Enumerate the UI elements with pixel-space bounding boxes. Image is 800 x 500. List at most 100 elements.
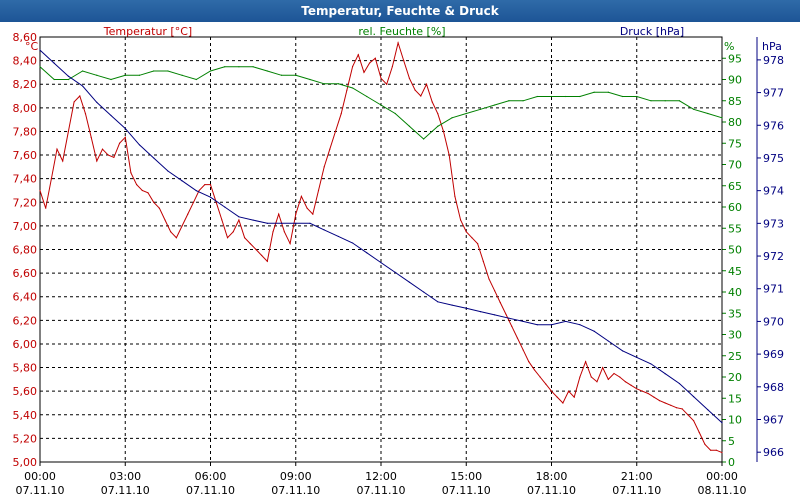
hum-unit-label: %	[724, 40, 734, 53]
hum-tick-label: 10	[728, 414, 742, 427]
hum-tick-label: 90	[728, 74, 742, 87]
data-point-temp	[136, 183, 138, 186]
data-point-hum	[82, 70, 84, 72]
data-point-hum	[423, 138, 425, 140]
hum-tick-label: 5	[728, 435, 735, 448]
data-point-hum	[394, 112, 396, 115]
data-point-temp	[511, 325, 513, 327]
data-point-temp	[300, 195, 303, 197]
data-point-temp	[84, 113, 87, 115]
data-point-press	[707, 409, 709, 411]
data-point-hum	[266, 70, 268, 72]
data-point-temp	[442, 130, 445, 133]
data-point-temp	[340, 113, 342, 115]
data-point-press	[565, 320, 567, 323]
temp-tick-label: 8,60	[13, 31, 38, 44]
data-point-temp	[62, 160, 64, 162]
data-point-hum	[209, 70, 212, 72]
data-point-temp	[261, 254, 263, 257]
data-point-temp	[471, 237, 473, 239]
data-point-press	[53, 62, 55, 64]
temp-tick-label: 6,40	[13, 291, 38, 304]
data-point-temp	[721, 451, 723, 454]
data-point-temp	[602, 366, 604, 369]
data-point-hum	[124, 74, 126, 76]
hum-tick-label: 40	[728, 286, 742, 299]
x-tick-time: 00:00	[706, 470, 738, 483]
data-point-temp	[278, 213, 280, 215]
data-point-temp	[414, 89, 416, 91]
data-point-hum	[195, 78, 197, 81]
press-tick-label: 973	[763, 217, 784, 230]
data-point-temp	[437, 113, 439, 115]
window-title: Temperatur, Feuchte & Druck	[0, 0, 800, 22]
x-tick-date: 07.11.10	[357, 484, 406, 497]
temp-tick-label: 5,60	[13, 385, 38, 398]
data-point-hum	[224, 66, 226, 68]
temp-tick-label: 5,20	[13, 432, 38, 445]
hum-tick-label: 0	[728, 456, 735, 469]
data-point-hum	[380, 104, 382, 106]
data-point-temp	[710, 449, 712, 451]
data-point-temp	[687, 414, 689, 416]
data-point-press	[380, 261, 382, 264]
temp-tick-label: 8,40	[13, 55, 38, 68]
x-tick-time: 09:00	[280, 470, 312, 483]
data-point-temp	[590, 376, 592, 378]
data-point-press	[337, 235, 339, 238]
data-point-temp	[562, 402, 564, 404]
data-point-temp	[533, 369, 536, 371]
data-point-temp	[658, 400, 661, 402]
data-point-hum	[451, 117, 453, 119]
data-point-temp	[317, 189, 320, 192]
data-point-press	[479, 311, 482, 313]
data-point-temp	[283, 231, 285, 233]
press-tick-label: 968	[763, 381, 784, 394]
data-point-temp	[545, 383, 547, 385]
data-point-press	[636, 356, 638, 358]
temp-tick-label: 5,00	[13, 456, 38, 469]
hum-tick-label: 25	[728, 350, 742, 363]
hum-tick-label: 80	[728, 116, 742, 129]
data-point-press	[82, 85, 84, 87]
data-point-press	[124, 127, 126, 130]
data-point-press	[621, 350, 624, 352]
data-point-temp	[425, 83, 428, 85]
data-point-press	[266, 222, 268, 224]
series-label: Temperatur [°C]	[103, 25, 192, 38]
data-point-temp	[391, 65, 393, 68]
data-point-hum	[437, 125, 439, 127]
data-point-press	[153, 157, 155, 159]
data-point-hum	[337, 83, 339, 85]
data-point-temp	[459, 219, 462, 221]
data-point-temp	[420, 95, 422, 97]
data-point-temp	[192, 201, 195, 203]
data-point-temp	[363, 71, 365, 74]
x-tick-date: 07.11.10	[271, 484, 320, 497]
x-tick-date: 07.11.10	[527, 484, 576, 497]
data-point-temp	[380, 77, 382, 79]
press-tick-label: 972	[763, 250, 784, 263]
data-point-temp	[346, 89, 348, 91]
x-tick-date: 07.11.10	[612, 484, 661, 497]
data-point-hum	[508, 100, 510, 102]
x-tick-time: 12:00	[365, 470, 397, 483]
data-point-hum	[138, 74, 141, 76]
data-point-hum	[280, 74, 283, 76]
temp-tick-label: 7,00	[13, 220, 38, 233]
data-point-hum	[309, 78, 311, 81]
data-point-temp	[386, 83, 388, 85]
data-point-temp	[448, 154, 450, 156]
data-point-temp	[209, 183, 212, 186]
x-tick-time: 00:00	[24, 470, 56, 483]
press-tick-label: 969	[763, 348, 784, 361]
data-point-hum	[295, 74, 297, 76]
data-point-press	[110, 114, 112, 117]
x-tick-time: 21:00	[621, 470, 653, 483]
data-point-hum	[181, 74, 183, 76]
data-point-temp	[573, 396, 575, 398]
data-point-press	[138, 144, 141, 146]
data-point-press	[607, 340, 609, 342]
data-point-hum	[494, 104, 496, 106]
data-point-hum	[479, 108, 482, 110]
